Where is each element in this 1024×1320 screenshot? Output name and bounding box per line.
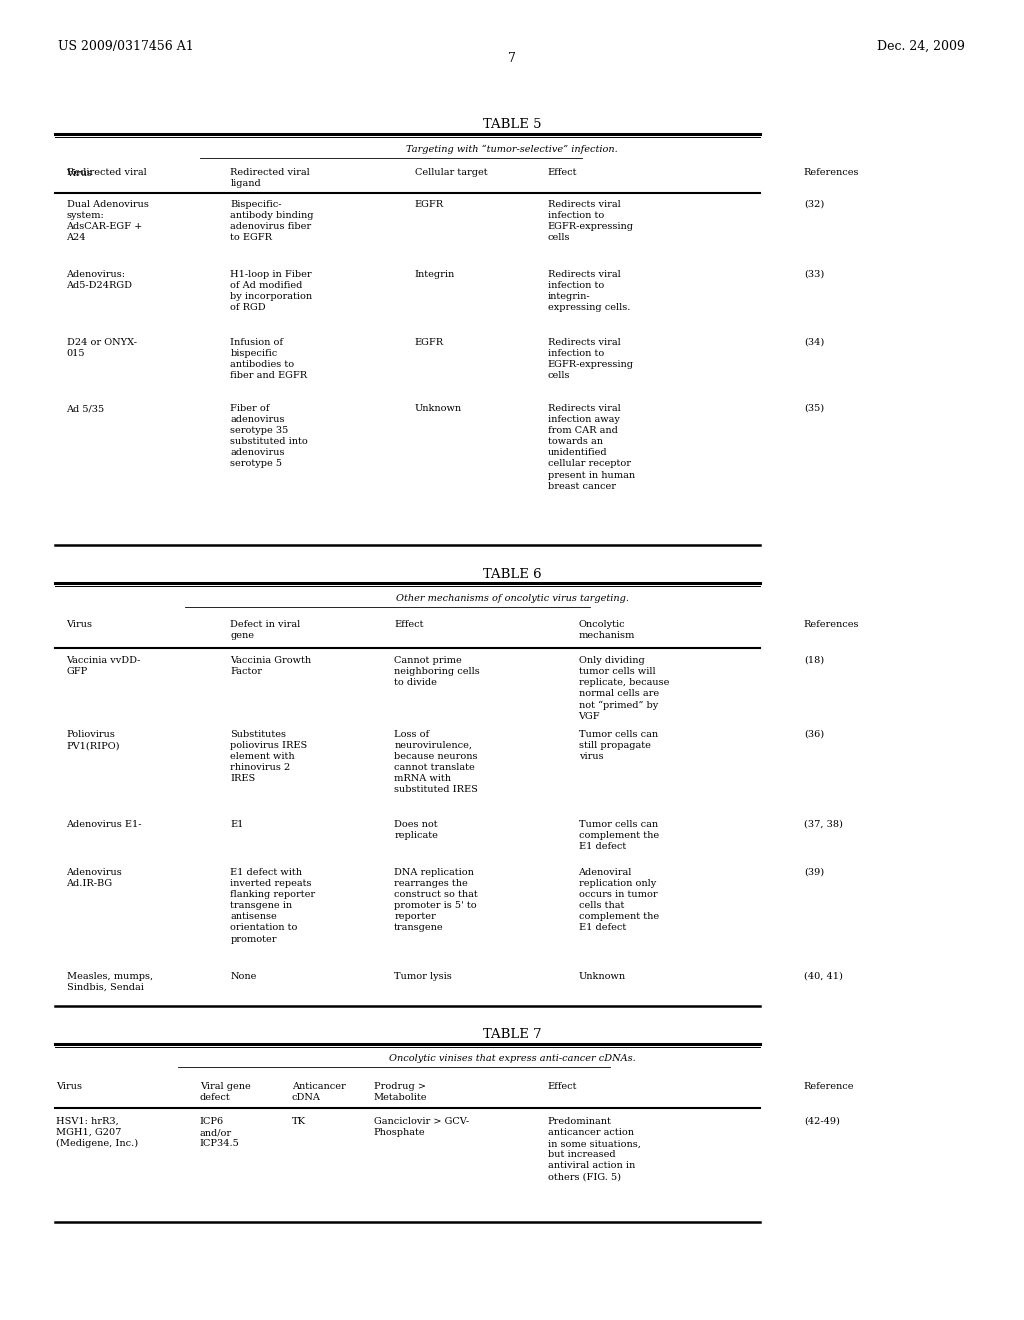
Text: (40, 41): (40, 41) <box>804 972 843 981</box>
Text: (37, 38): (37, 38) <box>804 820 843 829</box>
Text: DNA replication
rearranges the
construct so that
promoter is 5' to
reporter
tran: DNA replication rearranges the construct… <box>394 869 478 932</box>
Text: Integrin: Integrin <box>415 271 455 279</box>
Text: Tumor cells can
complement the
E1 defect: Tumor cells can complement the E1 defect <box>579 820 658 851</box>
Text: TK: TK <box>292 1117 306 1126</box>
Text: Redirects viral
infection away
from CAR and
towards an
unidentified
cellular rec: Redirects viral infection away from CAR … <box>548 404 635 491</box>
Text: Ganciclovir > GCV-
Phosphate: Ganciclovir > GCV- Phosphate <box>374 1117 469 1137</box>
Text: (35): (35) <box>804 404 824 413</box>
Text: Virus: Virus <box>56 1082 82 1092</box>
Text: Other mechanisms of oncolytic virus targeting.: Other mechanisms of oncolytic virus targ… <box>395 594 629 603</box>
Text: Virus: Virus <box>67 169 92 178</box>
Text: Loss of
neurovirulence,
because neurons
cannot translate
mRNA with
substituted I: Loss of neurovirulence, because neurons … <box>394 730 478 795</box>
Text: Only dividing
tumor cells will
replicate, because
normal cells are
not “primed” : Only dividing tumor cells will replicate… <box>579 656 669 721</box>
Text: (34): (34) <box>804 338 824 347</box>
Text: Redirected viral
ligand: Redirected viral ligand <box>230 168 310 187</box>
Text: Effect: Effect <box>548 1082 578 1092</box>
Text: Vaccinia Growth
Factor: Vaccinia Growth Factor <box>230 656 311 676</box>
Text: Prodrug >
Metabolite: Prodrug > Metabolite <box>374 1082 427 1102</box>
Text: Ad 5/35: Ad 5/35 <box>67 404 104 413</box>
Text: Dec. 24, 2009: Dec. 24, 2009 <box>878 40 965 53</box>
Text: Cellular target: Cellular target <box>415 168 487 177</box>
Text: E1: E1 <box>230 820 244 829</box>
Text: EGFR: EGFR <box>415 338 443 347</box>
Text: References: References <box>804 168 859 177</box>
Text: Infusion of
bispecific
antibodies to
fiber and EGFR: Infusion of bispecific antibodies to fib… <box>230 338 307 380</box>
Text: (18): (18) <box>804 656 824 665</box>
Text: Reference: Reference <box>804 1082 854 1092</box>
Text: D24 or ONYX-
015: D24 or ONYX- 015 <box>67 338 136 358</box>
Text: Dual Adenovirus
system:
AdsCAR-EGF +
A24: Dual Adenovirus system: AdsCAR-EGF + A24 <box>67 201 148 243</box>
Text: US 2009/0317456 A1: US 2009/0317456 A1 <box>58 40 194 53</box>
Text: Viral gene
defect: Viral gene defect <box>200 1082 251 1102</box>
Text: Adenovirus
Ad.IR-BG: Adenovirus Ad.IR-BG <box>67 869 122 888</box>
Text: Effect: Effect <box>548 168 578 177</box>
Text: Fiber of
adenovirus
serotype 35
substituted into
adenovirus
serotype 5: Fiber of adenovirus serotype 35 substitu… <box>230 404 308 469</box>
Text: 7: 7 <box>508 51 516 65</box>
Text: Adenovirus E1-: Adenovirus E1- <box>67 820 142 829</box>
Text: TABLE 5: TABLE 5 <box>482 117 542 131</box>
Text: Cannot prime
neighboring cells
to divide: Cannot prime neighboring cells to divide <box>394 656 480 688</box>
Text: Adenoviral
replication only
occurs in tumor
cells that
complement the
E1 defect: Adenoviral replication only occurs in tu… <box>579 869 658 932</box>
Text: Redirected viral: Redirected viral <box>67 168 146 177</box>
Text: Targeting with “tumor-selective” infection.: Targeting with “tumor-selective” infecti… <box>407 145 617 154</box>
Text: (42-49): (42-49) <box>804 1117 840 1126</box>
Text: Anticancer
cDNA: Anticancer cDNA <box>292 1082 345 1102</box>
Text: Bispecific-
antibody binding
adenovirus fiber
to EGFR: Bispecific- antibody binding adenovirus … <box>230 201 314 243</box>
Text: (32): (32) <box>804 201 824 209</box>
Text: Measles, mumps,
Sindbis, Sendai: Measles, mumps, Sindbis, Sendai <box>67 972 153 993</box>
Text: Oncolytic
mechanism: Oncolytic mechanism <box>579 620 635 640</box>
Text: Redirects viral
infection to
EGFR-expressing
cells: Redirects viral infection to EGFR-expres… <box>548 201 634 243</box>
Text: E1 defect with
inverted repeats
flanking reporter
transgene in
antisense
orienta: E1 defect with inverted repeats flanking… <box>230 869 315 944</box>
Text: Virus: Virus <box>67 620 92 630</box>
Text: (39): (39) <box>804 869 824 876</box>
Text: Redirects viral
infection to
EGFR-expressing
cells: Redirects viral infection to EGFR-expres… <box>548 338 634 380</box>
Text: Substitutes
poliovirus IRES
element with
rhinovirus 2
IRES: Substitutes poliovirus IRES element with… <box>230 730 307 783</box>
Text: Oncolytic vinises that express anti-cancer cDNAs.: Oncolytic vinises that express anti-canc… <box>389 1053 635 1063</box>
Text: Vaccinia vvDD-
GFP: Vaccinia vvDD- GFP <box>67 656 141 676</box>
Text: TABLE 7: TABLE 7 <box>482 1028 542 1041</box>
Text: None: None <box>230 972 257 981</box>
Text: Does not
replicate: Does not replicate <box>394 820 438 840</box>
Text: Unknown: Unknown <box>579 972 626 981</box>
Text: References: References <box>804 620 859 630</box>
Text: Unknown: Unknown <box>415 404 462 413</box>
Text: Poliovirus
PV1(RIPO): Poliovirus PV1(RIPO) <box>67 730 120 750</box>
Text: Tumor cells can
still propagate
virus: Tumor cells can still propagate virus <box>579 730 657 762</box>
Text: HSV1: hrR3,
MGH1, G207
(Medigene, Inc.): HSV1: hrR3, MGH1, G207 (Medigene, Inc.) <box>56 1117 138 1148</box>
Text: Tumor lysis: Tumor lysis <box>394 972 452 981</box>
Text: Predominant
anticancer action
in some situations,
but increased
antiviral action: Predominant anticancer action in some si… <box>548 1117 641 1181</box>
Text: Redirects viral
infection to
integrin-
expressing cells.: Redirects viral infection to integrin- e… <box>548 271 630 313</box>
Text: H1-loop in Fiber
of Ad modified
by incorporation
of RGD: H1-loop in Fiber of Ad modified by incor… <box>230 271 312 313</box>
Text: Effect: Effect <box>394 620 424 630</box>
Text: TABLE 6: TABLE 6 <box>482 568 542 581</box>
Text: Defect in viral
gene: Defect in viral gene <box>230 620 301 640</box>
Text: Adenovirus:
Ad5-D24RGD: Adenovirus: Ad5-D24RGD <box>67 271 132 290</box>
Text: ICP6
and/or
ICP34.5: ICP6 and/or ICP34.5 <box>200 1117 240 1148</box>
Text: (33): (33) <box>804 271 824 279</box>
Text: (36): (36) <box>804 730 824 739</box>
Text: EGFR: EGFR <box>415 201 443 209</box>
